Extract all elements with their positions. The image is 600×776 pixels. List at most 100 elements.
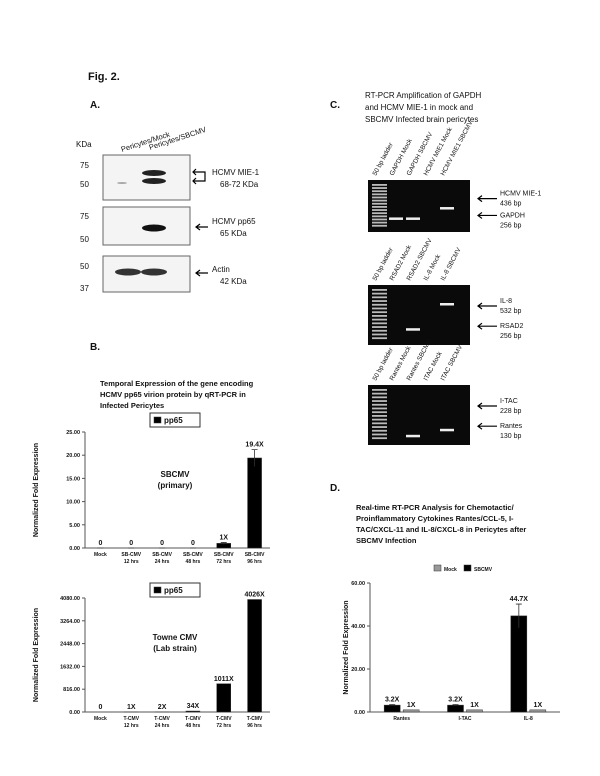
gel-label: 532 bp	[500, 308, 522, 315]
ladder-band	[372, 389, 387, 391]
blot	[102, 206, 191, 246]
x-tick-label: SB-CMV	[121, 552, 141, 558]
y-tick-label: 4080.00	[60, 596, 80, 602]
ladder-band	[372, 429, 387, 432]
ladder-band	[372, 199, 387, 202]
ladder-band	[372, 292, 387, 295]
x-tick-label: Mock	[94, 552, 107, 558]
marker-label: 50	[80, 262, 89, 271]
ladder-band	[372, 202, 387, 205]
panel-title: and HCMV MIE-1 in mock and	[365, 103, 473, 112]
value-label: 34X	[187, 703, 200, 710]
value-label: 1X	[407, 702, 416, 709]
ladder-band	[372, 215, 387, 218]
ladder-band	[372, 415, 387, 417]
x-tick-label: 96 hrs	[247, 559, 262, 565]
lane-label: ITAC SBCMV	[440, 343, 465, 382]
panel-label: B.	[90, 342, 100, 353]
panel-title: Temporal Expression of the gene encoding	[100, 379, 254, 388]
band	[142, 224, 166, 232]
band	[117, 182, 127, 184]
marker-label: 37	[80, 284, 89, 293]
arrow	[477, 302, 497, 330]
ladder-band	[372, 322, 387, 325]
chart-title: (Lab strain)	[153, 644, 197, 653]
value-label: 1011X	[214, 676, 234, 683]
legend-label: pp65	[164, 416, 183, 425]
ladder-band	[372, 315, 387, 317]
arrow	[477, 402, 497, 430]
band	[142, 178, 166, 184]
ladder-band	[372, 221, 387, 224]
y-tick-label: 60.00	[351, 581, 365, 587]
y-tick-label: 40.00	[351, 624, 365, 630]
value-label: 3.2X	[448, 696, 463, 703]
legend-box	[149, 412, 201, 428]
value-label: 0	[98, 704, 102, 711]
ladder-band	[372, 187, 387, 189]
x-tick-label: Rantes	[393, 716, 410, 722]
arrow	[195, 269, 208, 277]
marker-label: 50	[80, 180, 89, 189]
chart-title: TAC/CXCL-11 and IL-8/CXCL-8 in Pericytes…	[356, 525, 526, 534]
y-axis-label: Normalized Fold Expression	[33, 608, 40, 702]
unit-label: KDa	[76, 140, 92, 149]
x-tick-label: 72 hrs	[216, 559, 231, 565]
value-label: 1X	[219, 534, 228, 541]
chart-title: SBCMV Infection	[356, 536, 417, 545]
x-tick-label: SB-CMV	[245, 552, 265, 558]
ladder-band	[372, 407, 387, 410]
blot-label: HCMV pp65	[212, 217, 256, 226]
arrow	[192, 168, 206, 185]
bar	[216, 683, 231, 713]
value-label: 0	[191, 540, 195, 547]
panel-label: D.	[330, 483, 340, 494]
gel-label: RSAD2	[500, 323, 523, 330]
gel-label: 256 bp	[500, 222, 522, 229]
x-tick-label: T-CMV	[123, 716, 139, 722]
ladder-band	[372, 296, 387, 299]
ladder-band	[372, 212, 387, 215]
ladder-band	[372, 206, 387, 208]
x-tick-label: 72 hrs	[216, 723, 231, 729]
blot-size: 68-72 KDa	[220, 180, 259, 189]
ladder-band	[372, 326, 387, 328]
x-tick-label: 12 hrs	[124, 723, 139, 729]
y-tick-label: 0.00	[69, 710, 80, 716]
blot-size: 42 KDa	[220, 277, 247, 286]
blot-label: HCMV MIE-1	[212, 168, 260, 177]
ladder-band	[372, 411, 387, 414]
figure-label: Fig. 2.	[88, 71, 120, 83]
gel-label: 256 bp	[500, 333, 522, 340]
gel-band	[440, 303, 454, 306]
bar	[529, 709, 547, 713]
chart-title: Real-time RT-PCR Analysis for Chemotacti…	[356, 503, 515, 512]
value-label: 0	[98, 540, 102, 547]
y-tick-label: 0.00	[354, 710, 365, 716]
gel-label: HCMV MIE-1	[500, 191, 541, 198]
legend-label: SBCMV	[474, 567, 493, 573]
panel-title: SBCMV Infected brain pericytes	[365, 115, 478, 124]
x-tick-label: 24 hrs	[155, 723, 170, 729]
legend-label: pp65	[164, 586, 183, 595]
x-tick-label: T-CMV	[216, 716, 232, 722]
bar	[247, 599, 262, 713]
chart-title: SBCMV	[161, 470, 191, 479]
ladder-band	[372, 184, 387, 186]
gel-label: I-TAC	[500, 398, 518, 405]
y-tick-label: 2448.00	[60, 642, 80, 648]
bar	[402, 709, 420, 713]
bar	[383, 704, 401, 713]
band	[142, 170, 166, 176]
ladder-band	[372, 300, 387, 302]
x-tick-label: SB-CMV	[183, 552, 203, 558]
ladder-band	[372, 318, 387, 321]
value-label: 4026X	[244, 592, 265, 599]
error-bar	[251, 449, 258, 467]
value-label: 1X	[470, 702, 479, 709]
error-bar	[220, 542, 227, 545]
error-bar	[389, 704, 396, 706]
gel-label: IL-8	[500, 298, 512, 305]
blot-label: Actin	[212, 265, 230, 274]
